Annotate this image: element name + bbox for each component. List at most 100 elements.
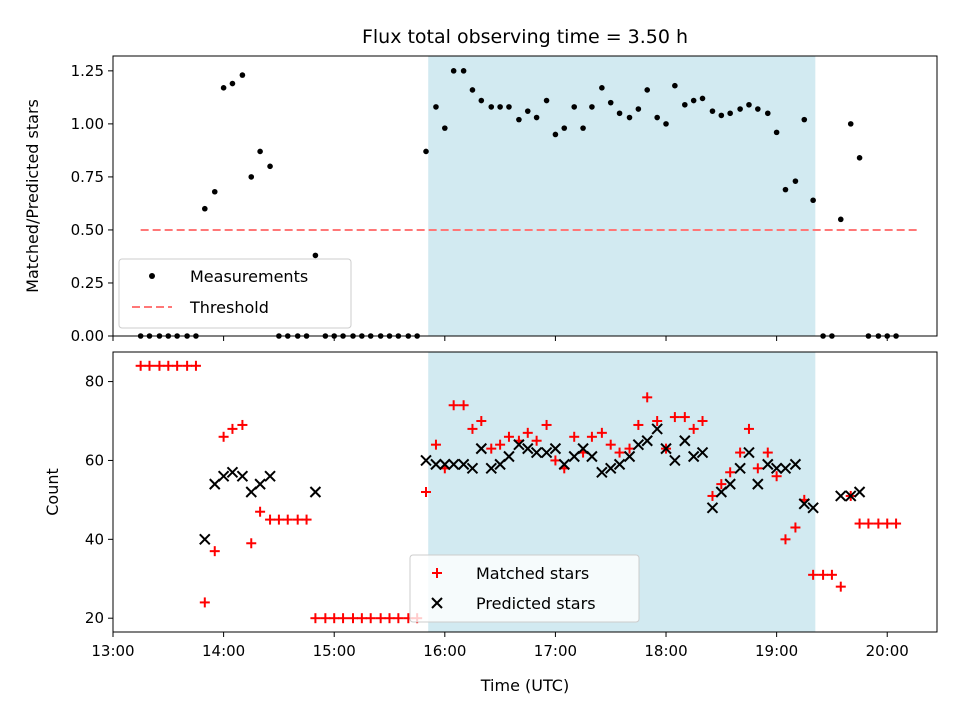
measurement-point bbox=[718, 112, 725, 119]
measurement-point bbox=[755, 106, 761, 112]
matched-star-point bbox=[725, 467, 736, 478]
predicted-star-point bbox=[632, 438, 645, 451]
measurement-point bbox=[599, 85, 605, 91]
predicted-star-point bbox=[853, 486, 866, 498]
predicted-star-point bbox=[577, 442, 589, 455]
matched-star-point bbox=[541, 419, 552, 430]
measurement-point bbox=[856, 155, 863, 161]
matched-star-point bbox=[669, 412, 680, 423]
x-axis-label: Time (UTC) bbox=[480, 676, 569, 695]
predicted-star-point bbox=[466, 462, 479, 475]
matched-star-point bbox=[310, 613, 321, 624]
legend-measurements-label: Measurements bbox=[190, 267, 308, 286]
predicted-star-point bbox=[503, 450, 515, 463]
matched-star-point bbox=[780, 534, 791, 545]
x-tick-label: 14:00 bbox=[202, 642, 245, 660]
measurement-point bbox=[682, 101, 688, 108]
matched-star-point bbox=[320, 613, 331, 624]
x-tick-label: 20:00 bbox=[866, 642, 909, 660]
measurement-point bbox=[533, 114, 540, 121]
measurement-point bbox=[239, 72, 246, 78]
x-tick-label: 19:00 bbox=[755, 642, 798, 660]
predicted-star-point bbox=[660, 442, 672, 455]
matched-star-point bbox=[697, 416, 708, 427]
measurement-point bbox=[635, 106, 642, 112]
legend-matched-label: Matched stars bbox=[476, 564, 589, 583]
matched-star-point bbox=[430, 439, 441, 450]
matched-star-point bbox=[365, 613, 376, 624]
matched-star-point bbox=[135, 360, 146, 371]
legend-matched-marker bbox=[432, 568, 442, 578]
measurement-point bbox=[672, 82, 678, 89]
matched-star-point bbox=[854, 518, 865, 529]
matched-star-point bbox=[762, 447, 773, 458]
predicted-star-point bbox=[540, 446, 553, 459]
matched-star-point bbox=[237, 419, 248, 430]
matched-star-point bbox=[752, 463, 763, 474]
predicted-star-point bbox=[743, 446, 755, 459]
matched-star-point bbox=[227, 423, 238, 434]
matched-star-point bbox=[495, 439, 506, 450]
predicted-star-point bbox=[485, 462, 497, 475]
legend-predicted-label: Predicted stars bbox=[476, 594, 596, 613]
measurement-point bbox=[552, 131, 559, 138]
predicted-star-point bbox=[494, 458, 506, 471]
measurement-point bbox=[644, 87, 651, 93]
matched-star-point bbox=[596, 427, 607, 438]
matched-star-point bbox=[375, 613, 386, 624]
top-observing-window bbox=[428, 56, 816, 336]
measurement-point bbox=[543, 97, 550, 104]
matched-star-point bbox=[338, 613, 349, 624]
predicted-star-point bbox=[845, 490, 857, 502]
measurement-point bbox=[229, 80, 236, 87]
measurement-point bbox=[589, 104, 595, 110]
measurement-point bbox=[478, 97, 485, 104]
measurement-point bbox=[699, 95, 706, 102]
predicted-star-point bbox=[245, 486, 257, 498]
matched-star-point bbox=[182, 360, 193, 371]
predicted-star-point bbox=[762, 458, 774, 471]
matched-star-point bbox=[873, 518, 884, 529]
matched-star-point bbox=[172, 360, 183, 371]
measurement-point bbox=[782, 186, 789, 193]
top-y-tick-label: 0.00 bbox=[71, 327, 104, 345]
predicted-star-point bbox=[226, 466, 239, 478]
measurement-point bbox=[248, 174, 255, 180]
matched-star-point bbox=[771, 471, 782, 482]
matched-star-point bbox=[790, 522, 801, 533]
predicted-star-point bbox=[779, 462, 792, 475]
x-tick-label: 13:00 bbox=[91, 642, 134, 660]
predicted-star-point bbox=[770, 462, 783, 475]
bottom-y-label: Count bbox=[43, 468, 62, 516]
matched-star-point bbox=[448, 400, 459, 411]
top-y-tick-label: 0.25 bbox=[71, 274, 104, 292]
predicted-star-point bbox=[430, 458, 442, 471]
matched-star-point bbox=[329, 613, 340, 624]
matched-star-point bbox=[301, 514, 312, 525]
matched-star-point bbox=[486, 443, 497, 454]
predicted-star-point bbox=[715, 486, 728, 498]
matched-star-point bbox=[633, 419, 644, 430]
measurement-point bbox=[561, 125, 568, 131]
bottom-y-tick-label: 80 bbox=[85, 373, 104, 391]
matched-star-point bbox=[154, 360, 165, 371]
matched-star-point bbox=[707, 490, 718, 501]
measurement-point bbox=[571, 104, 578, 110]
predicted-star-point bbox=[568, 450, 580, 463]
predicted-star-point bbox=[724, 478, 736, 490]
matched-star-point bbox=[199, 597, 210, 608]
predicted-star-point bbox=[209, 478, 221, 490]
legend-measurement-marker bbox=[149, 273, 155, 279]
predicted-star-point bbox=[651, 423, 663, 435]
measurement-point bbox=[801, 116, 808, 123]
predicted-star-point bbox=[623, 450, 636, 463]
predicted-star-point bbox=[798, 498, 810, 510]
predicted-star-point bbox=[217, 470, 230, 482]
measurement-point bbox=[709, 108, 716, 114]
matched-star-point bbox=[384, 613, 395, 624]
measurement-point bbox=[663, 121, 669, 127]
top-axes-frame bbox=[112, 55, 938, 337]
matched-star-point bbox=[605, 439, 616, 450]
predicted-star-point bbox=[669, 454, 681, 467]
